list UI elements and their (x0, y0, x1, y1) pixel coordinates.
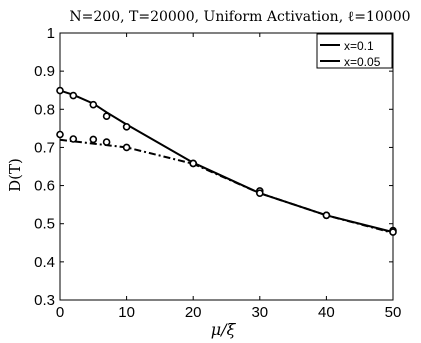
x-tick-label: 40 (318, 304, 335, 321)
data-point-0 (122, 123, 131, 131)
data-point-1 (389, 228, 397, 236)
y-tick-label: 0.7 (34, 139, 55, 156)
data-point-1 (255, 189, 264, 197)
data-point-1 (89, 135, 98, 144)
data-point-1 (322, 211, 331, 220)
data-point-0 (89, 100, 98, 109)
plot-area (59, 32, 394, 301)
chart-title: N=200, T=20000, Uniform Activation, ℓ=10… (69, 9, 410, 25)
x-tick-label: 20 (185, 304, 202, 321)
data-point-1 (189, 159, 197, 168)
series-line-1 (59, 138, 394, 234)
x-tick-label: 10 (118, 304, 135, 321)
y-tick-label: 0.9 (34, 63, 55, 80)
y-tick-label: 0.5 (34, 216, 55, 233)
y-tick-label: 1 (47, 25, 55, 42)
data-point-1 (122, 143, 131, 152)
y-tick-label: 0.8 (34, 101, 55, 118)
x-axis: 0 10 20 30 40 50 (56, 33, 402, 321)
legend-label-x005: x=0.05 (344, 55, 381, 69)
y-axis: 0.3 0.4 0.5 0.6 0.7 0.8 0.9 1 (34, 25, 393, 309)
x-axis-label: μ/ξ (211, 320, 237, 339)
data-point-1 (102, 138, 111, 146)
y-tick-label: 0.3 (34, 292, 55, 309)
legend: x=0.1 x=0.05 (316, 33, 393, 69)
data-point-1 (56, 130, 64, 139)
data-point-1 (69, 135, 78, 143)
series-layer (56, 86, 397, 236)
data-point-0 (56, 86, 64, 95)
data-point-0 (102, 112, 111, 120)
x-tick-label: 50 (385, 304, 402, 321)
legend-box (316, 33, 393, 69)
x-tick-label: 0 (56, 304, 64, 321)
data-point-0 (69, 91, 78, 100)
y-axis-label: D(T) (6, 158, 24, 192)
y-tick-label: 0.4 (34, 254, 55, 271)
x-tick-label: 30 (251, 304, 268, 321)
y-tick-label: 0.6 (34, 178, 55, 195)
legend-label-x01: x=0.1 (344, 39, 374, 53)
